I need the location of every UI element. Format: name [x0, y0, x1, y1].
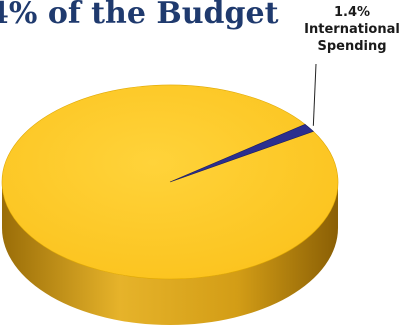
label-leader-line	[312, 63, 317, 126]
slice-label-line-1: International	[304, 22, 400, 37]
slice-label-line-2: Spending	[317, 39, 387, 54]
slice-label-international-spending: 1.4% International Spending	[296, 4, 408, 55]
pie-slice-remainder	[1, 84, 339, 280]
pie-top	[1, 84, 339, 280]
chart-title: 4% of the Budget	[0, 0, 279, 31]
pie-slice-international-spending	[169, 123, 314, 183]
slice-label-value: 1.4%	[333, 5, 371, 20]
pie-side-wall	[2, 182, 338, 325]
